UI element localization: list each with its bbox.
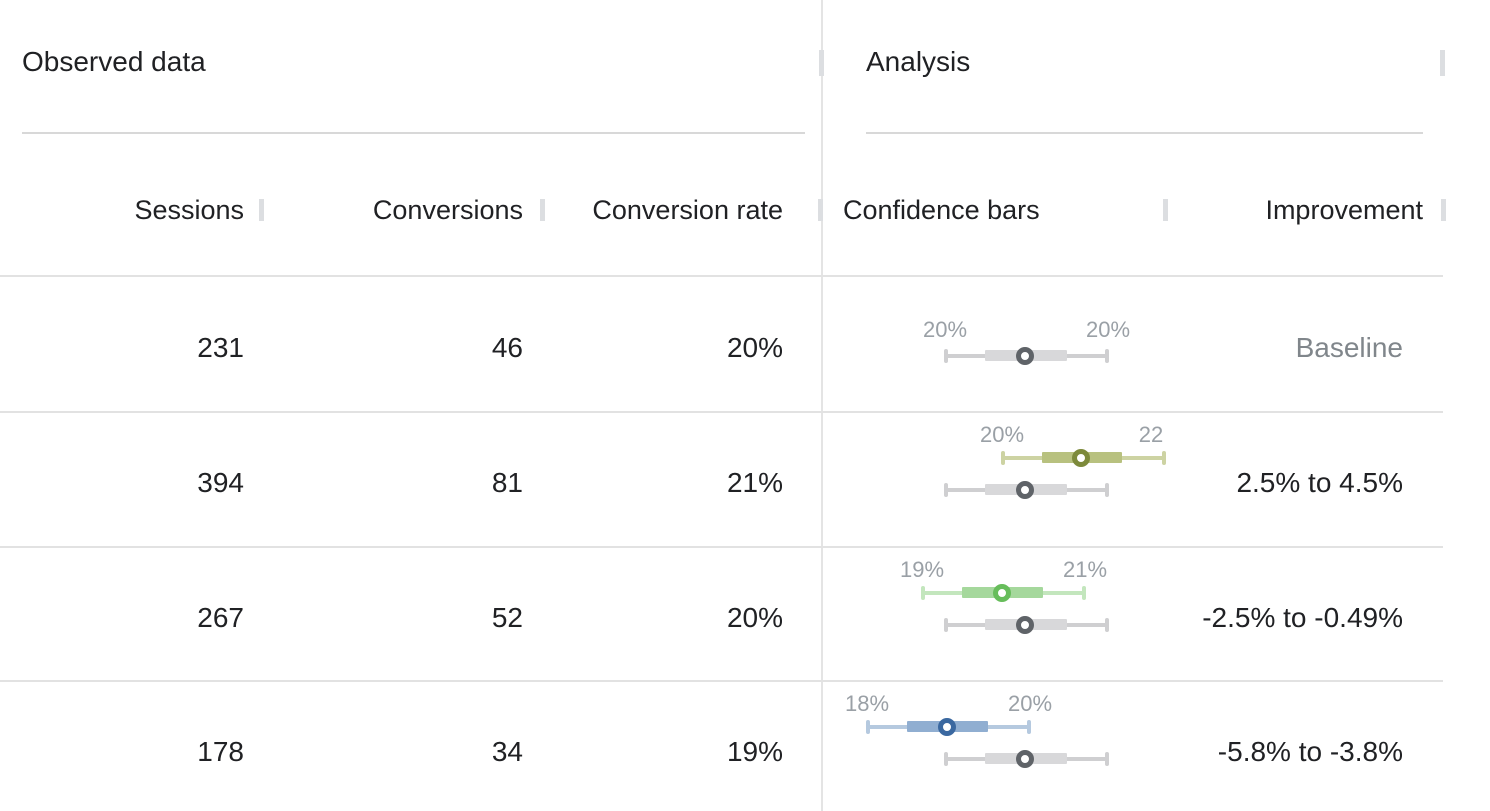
ci-endpoint-label: 20% (922, 317, 968, 342)
panel-resize-handle (819, 50, 824, 76)
conversion-rate-value: 21% (726, 467, 783, 498)
ci-dot (993, 584, 1011, 602)
conversions-value: 52 (491, 602, 523, 633)
ci-cap-left (866, 720, 870, 734)
table-row: 394 81 21% 20% 22 2.5% to 4.5% (0, 412, 1490, 547)
ci-endpoint-label: 19% (899, 557, 945, 582)
ci-cap-left (1001, 451, 1005, 465)
column-header-conversion-rate: Conversion rate (592, 195, 783, 225)
ci-endpoint-label: 20% (1085, 317, 1131, 342)
ci-dot (1016, 750, 1034, 768)
column-separator-tick (540, 199, 545, 221)
ci-endpoint-label: 22 (1138, 422, 1164, 447)
column-separator-tick (1441, 199, 1446, 221)
ci-cap-left (944, 349, 948, 363)
column-separator-tick (818, 199, 823, 221)
ci-cap-left (944, 618, 948, 632)
row-divider (0, 411, 1443, 413)
improvement-value: Baseline (1295, 332, 1403, 363)
column-header-sessions: Sessions (134, 195, 244, 225)
column-header-conversions: Conversions (372, 195, 523, 225)
conversions-value: 34 (491, 736, 523, 767)
ci-cap-right (1082, 586, 1086, 600)
improvement-value: 2.5% to 4.5% (1236, 467, 1403, 498)
table-row: 267 52 20% 19% 21% -2.5% to -0.49% (0, 547, 1490, 682)
observed-data-title: Observed data (22, 46, 206, 77)
ci-endpoint-label: 18% (844, 691, 890, 716)
analysis-title: Analysis (866, 46, 971, 77)
ci-dot (1016, 481, 1034, 499)
confidence-bars-cell: 18% 20% (822, 681, 1165, 811)
column-separator-tick (1163, 199, 1168, 221)
improvement-value: -2.5% to -0.49% (1202, 602, 1403, 633)
confidence-bars-cell: 20% 20% (822, 277, 1165, 412)
column-header-confidence-bars: Confidence bars (843, 195, 1040, 225)
confidence-bars-cell: 20% 22 (822, 412, 1166, 547)
panel-divider (821, 0, 823, 811)
ci-cap-left (944, 752, 948, 766)
sessions-value: 394 (197, 467, 244, 498)
panel-resize-handle (1440, 50, 1445, 76)
ci-cap-right (1105, 483, 1109, 497)
ci-cap-left (944, 483, 948, 497)
table-row: 231 46 20% 20% 20% Baseline (0, 277, 1490, 412)
table-row: 178 34 19% 18% 20% -5.8% to -3.8% (0, 681, 1490, 811)
analysis-title-underline (866, 132, 1423, 134)
improvement-value: -5.8% to -3.8% (1217, 736, 1403, 767)
ci-dot (1016, 616, 1034, 634)
header-bottom-divider (0, 275, 1443, 277)
ci-dot (1072, 449, 1090, 467)
conversions-value: 81 (491, 467, 523, 498)
observed-title-underline (22, 132, 805, 134)
confidence-bars-cell: 19% 21% (822, 547, 1165, 682)
ci-cap-right (1105, 349, 1109, 363)
column-header-improvement: Improvement (1265, 195, 1423, 225)
conversions-value: 46 (491, 332, 523, 363)
ci-endpoint-label: 21% (1062, 557, 1108, 582)
row-divider (0, 546, 1443, 548)
ci-endpoint-label: 20% (979, 422, 1025, 447)
ci-cap-right (1105, 752, 1109, 766)
ci-endpoint-label: 20% (1007, 691, 1053, 716)
ci-cap-right (1162, 451, 1166, 465)
ci-dot (1016, 347, 1034, 365)
sessions-value: 178 (197, 736, 244, 767)
sessions-value: 267 (197, 602, 244, 633)
ci-cap-right (1027, 720, 1031, 734)
column-separator-tick (259, 199, 264, 221)
conversion-rate-value: 20% (726, 602, 783, 633)
ci-cap-right (1105, 618, 1109, 632)
conversion-rate-value: 20% (726, 332, 783, 363)
row-divider (0, 680, 1443, 682)
conversion-rate-value: 19% (726, 736, 783, 767)
sessions-value: 231 (197, 332, 244, 363)
ci-dot (938, 718, 956, 736)
ci-cap-left (921, 586, 925, 600)
